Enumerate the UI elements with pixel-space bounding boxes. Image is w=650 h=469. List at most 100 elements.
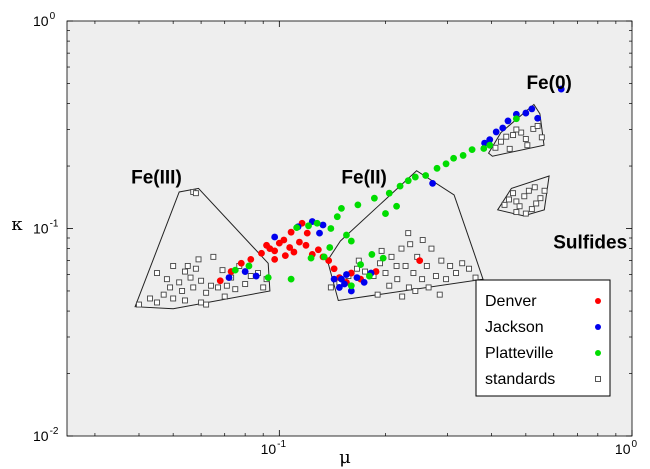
legend-markers [595,298,601,382]
point-platteville [396,182,404,190]
legend-label-platteville: Platteville [485,345,554,362]
point-standards [537,195,544,202]
point-standards [419,276,426,283]
legend-marker-jackson [595,324,601,330]
point-standards [407,241,414,248]
point-standards [423,262,430,269]
point-standards [203,289,210,296]
point-platteville [379,254,387,262]
y-axis-label: κ [11,214,23,235]
point-jackson [347,287,355,295]
point-denver [302,241,310,249]
point-platteville [480,145,488,152]
point-platteville [486,141,494,149]
point-denver [314,246,322,254]
point-platteville [327,225,335,232]
point-denver [281,252,289,260]
point-standards [531,184,538,191]
point-standards [524,142,531,149]
point-denver [271,247,279,255]
point-jackson [330,275,338,283]
point-standards [438,257,445,264]
point-standards [179,288,186,294]
point-platteville [245,262,253,270]
point-standards [501,201,508,208]
point-standards [541,187,548,194]
x-axis-label: μ [339,447,351,468]
point-standards [398,245,405,252]
points-layer [136,85,565,308]
point-jackson [528,105,536,113]
point-platteville [385,189,393,197]
point-standards [521,193,528,200]
point-platteville [347,282,355,290]
point-standards [419,237,426,243]
point-standards [410,270,417,276]
point-standards [443,276,450,283]
point-standards [432,273,439,279]
point-platteville [411,173,419,181]
region-hull-fe-0 [487,103,545,157]
region-label-fe-0: Fe(0) [526,73,571,94]
point-denver [280,236,288,244]
point-standards [466,265,472,272]
point-standards [522,136,529,142]
point-denver [330,265,338,273]
point-standards [184,262,191,269]
point-jackson [241,268,249,275]
point-denver [325,257,333,265]
point-jackson [504,117,512,125]
point-standards [503,133,510,140]
point-standards [425,284,432,291]
point-standards [182,268,188,275]
point-standards [513,198,520,205]
point-denver [216,277,224,285]
point-platteville [468,146,476,154]
point-standards [522,210,529,217]
point-standards [472,274,479,281]
region-label-fe-iii: Fe(III) [131,167,182,188]
point-standards [190,284,197,291]
y-tick-exponent: -2 [50,426,59,437]
point-platteville [442,160,450,168]
point-standards [223,282,230,289]
point-standards [533,200,540,207]
point-standards [170,262,177,269]
point-platteville [357,261,365,268]
point-platteville [450,154,458,162]
point-denver [287,228,295,236]
point-jackson [343,271,350,278]
point-platteville [382,210,389,217]
point-jackson [341,280,348,288]
legend: Denver Jackson Platteville standards [475,279,611,397]
point-standards [154,270,160,276]
point-denver [290,248,298,256]
region-label-sulfides: Sulfides [553,233,627,254]
point-standards [510,132,517,139]
point-standards [221,293,228,300]
point-standards [327,284,334,291]
point-standards [402,262,409,269]
point-standards [163,276,170,283]
point-platteville [264,274,272,281]
point-standards [393,262,400,269]
point-denver [295,238,303,246]
point-standards [260,284,267,291]
point-platteville [404,177,412,185]
point-denver [258,249,265,257]
point-standards [176,279,183,286]
point-jackson [316,229,323,237]
point-platteville [433,164,441,172]
point-jackson [499,124,507,132]
point-standards [506,196,512,203]
point-standards [198,277,205,284]
point-platteville [305,222,312,230]
y-tick-label: 100 [33,11,56,29]
region-hull-fe-iii [134,187,271,310]
point-standards [170,295,177,302]
point-jackson [557,85,565,93]
point-jackson [360,278,368,286]
point-platteville [326,244,334,251]
point-denver [416,257,424,265]
